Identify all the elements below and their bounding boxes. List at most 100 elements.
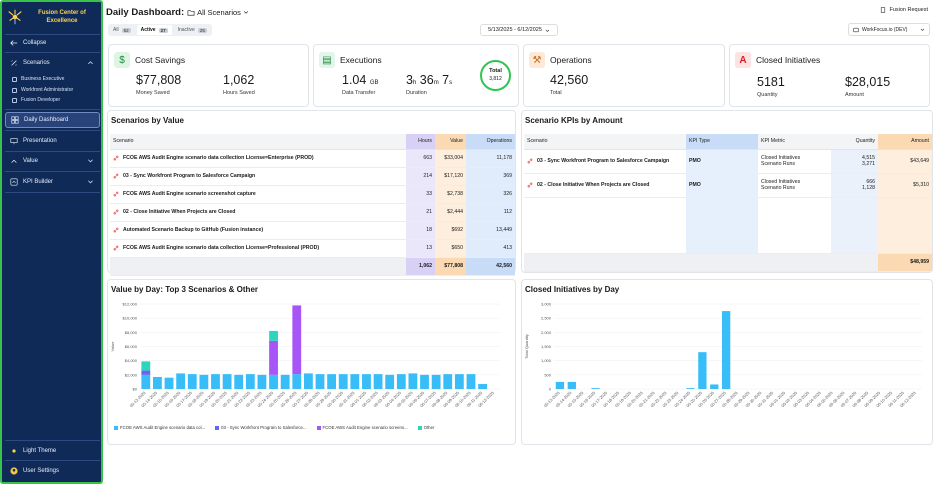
value-bar-segment[interactable]: [443, 374, 453, 389]
value-bar-segment[interactable]: [245, 374, 255, 389]
value-bar-segment[interactable]: [408, 373, 418, 389]
tab-active[interactable]: Active 27: [136, 25, 172, 35]
sidebar-item-kpi-builder[interactable]: KPI Builder: [5, 174, 100, 190]
value-bar-segment[interactable]: [269, 340, 278, 375]
value-bar-segment[interactable]: [153, 376, 162, 389]
col-operations[interactable]: Operations: [466, 134, 515, 150]
brand[interactable]: Fusion Center of Excellence: [2, 2, 101, 32]
value-bar-segment[interactable]: [292, 305, 302, 375]
value-bar-segment[interactable]: [292, 374, 302, 389]
legend-entry[interactable]: 03 - Sync Workfront Program to Salesforc…: [215, 425, 307, 430]
value-bar-segment[interactable]: [466, 374, 476, 389]
closed-bar[interactable]: [567, 381, 576, 389]
user-settings-button[interactable]: User Settings: [5, 463, 100, 479]
y-tick-label: 1,000: [541, 358, 552, 363]
scenario-link-icon: [113, 191, 119, 197]
table-row[interactable]: 03 - Sync Workfront Program to Salesforc…: [110, 167, 515, 186]
fusion-request-label: Fusion Request: [889, 7, 928, 13]
value-cell: $650: [435, 239, 466, 258]
closed-bar[interactable]: [686, 388, 695, 389]
col-kpi-type[interactable]: KPI Type: [686, 134, 758, 150]
cost-savings-card: $ Cost Savings $77,808 Money Saved 1,062…: [108, 44, 309, 107]
value-bar-segment[interactable]: [141, 370, 151, 375]
table-row[interactable]: 03 - Sync Workfront Program to Salesforc…: [524, 149, 932, 174]
scenario-cell: FCOE AWS Audit Engine scenario data coll…: [110, 149, 406, 168]
page-title: Daily Dashboard:: [106, 6, 185, 18]
fusion-request-button[interactable]: Fusion Request: [880, 7, 928, 13]
table-row[interactable]: FCOE AWS Audit Engine scenario screensho…: [110, 185, 515, 204]
value-bar-segment[interactable]: [362, 374, 371, 389]
tab-count: 27: [158, 27, 168, 33]
value-bar-segment[interactable]: [327, 374, 337, 389]
value-bar-segment[interactable]: [315, 374, 325, 389]
sidebar-item-value[interactable]: Value: [5, 153, 100, 169]
value-bar-segment[interactable]: [420, 374, 429, 389]
legend-entry[interactable]: FCOE AWS Audit Engine scenario screens..…: [316, 425, 408, 430]
workspace-selector[interactable]: WorkFocus.io (DEV): [848, 23, 930, 36]
col-hours[interactable]: Hours: [406, 134, 435, 150]
col-amount[interactable]: Amount: [878, 134, 932, 150]
value-bar-segment[interactable]: [431, 374, 441, 389]
table-row[interactable]: Automated Scenario Backup to GitHub (Fus…: [110, 221, 515, 240]
value-bar-segment[interactable]: [211, 374, 220, 389]
value-bar-segment[interactable]: [385, 374, 395, 389]
value-bar-segment[interactable]: [373, 374, 383, 389]
closed-bar[interactable]: [698, 352, 707, 389]
col-value[interactable]: Value: [435, 134, 466, 150]
value-bar-segment[interactable]: [303, 373, 313, 389]
daily-dashboard-label: Daily Dashboard: [24, 117, 69, 123]
value-bar-segment[interactable]: [269, 330, 278, 341]
sidebar-subitem-fusion-developer[interactable]: Fusion Developer: [12, 97, 60, 103]
value-bar-segment[interactable]: [338, 374, 348, 389]
legend-entry[interactable]: Other: [417, 425, 434, 430]
panel-title: Closed Initiatives by Day: [525, 285, 620, 294]
y-tick-label: $10,000: [123, 316, 138, 321]
card-title: Operations: [550, 55, 592, 65]
sidebar-item-daily-dashboard[interactable]: Daily Dashboard: [5, 112, 100, 128]
value-bar-segment[interactable]: [222, 374, 232, 389]
value-bar-segment[interactable]: [187, 374, 197, 389]
value-bar-segment[interactable]: [164, 377, 174, 389]
tab-all[interactable]: All 52: [109, 25, 135, 35]
value-bar-segment[interactable]: [269, 374, 278, 389]
scenario-filter-dropdown[interactable]: All Scenarios: [187, 8, 249, 17]
sidebar-subitem-business-executive[interactable]: Business Executive: [12, 76, 64, 82]
value-bar-segment[interactable]: [141, 361, 151, 371]
hours-saved-label: Hours Saved: [223, 90, 255, 96]
scenario-cell: Automated Scenario Backup to GitHub (Fus…: [110, 221, 406, 240]
col-scenario[interactable]: Scenario: [524, 134, 686, 150]
table-header: Scenario KPI Type KPI Metric Quantity Am…: [524, 134, 932, 150]
hours-saved-value: 1,062: [223, 73, 255, 87]
col-scenario[interactable]: Scenario: [110, 134, 406, 150]
value-bar-segment[interactable]: [234, 374, 244, 389]
sidebar-subitem-workfront-admin[interactable]: Workfront Administrator: [12, 87, 73, 93]
value-bar-segment[interactable]: [141, 374, 151, 389]
value-bar-segment[interactable]: [176, 373, 186, 389]
tab-inactive[interactable]: Inactive 25: [174, 25, 211, 35]
value-bar-segment[interactable]: [350, 374, 360, 389]
closed-bar[interactable]: [555, 381, 565, 389]
sidebar-item-presentation[interactable]: Presentation: [5, 133, 100, 149]
legend-entry[interactable]: FCOE AWS Audit Engine scenario data col.…: [114, 425, 205, 430]
table-row[interactable]: 02 - Close Initiative When Projects are …: [524, 173, 932, 198]
kpi-type-cell: PMO: [686, 173, 758, 198]
closed-bar[interactable]: [710, 384, 719, 389]
value-bar-segment[interactable]: [199, 374, 209, 389]
col-kpi-metric[interactable]: KPI Metric: [758, 134, 831, 150]
closed-bar[interactable]: [591, 388, 600, 389]
value-bar-segment[interactable]: [257, 374, 267, 389]
value-bar-segment[interactable]: [454, 374, 464, 389]
col-quantity[interactable]: Quantity: [831, 134, 878, 150]
value-bar-segment[interactable]: [478, 384, 487, 389]
value-bar-segment[interactable]: [280, 374, 290, 389]
light-theme-toggle[interactable]: Light Theme: [5, 443, 100, 459]
sidebar-item-scenarios[interactable]: Scenarios: [5, 55, 100, 71]
table-row[interactable]: FCOE AWS Audit Engine scenario data coll…: [110, 239, 515, 258]
value-bar-segment[interactable]: [396, 374, 406, 389]
table-row[interactable]: FCOE AWS Audit Engine scenario data coll…: [110, 149, 515, 168]
closed-bar[interactable]: [721, 311, 731, 389]
table-row[interactable]: 02 - Close Initiative When Projects are …: [110, 203, 515, 222]
y-tick-label: 0: [549, 387, 552, 392]
collapse-button[interactable]: Collapse: [5, 35, 100, 51]
date-range-picker[interactable]: 5/13/2025 - 6/12/2025: [480, 24, 558, 36]
